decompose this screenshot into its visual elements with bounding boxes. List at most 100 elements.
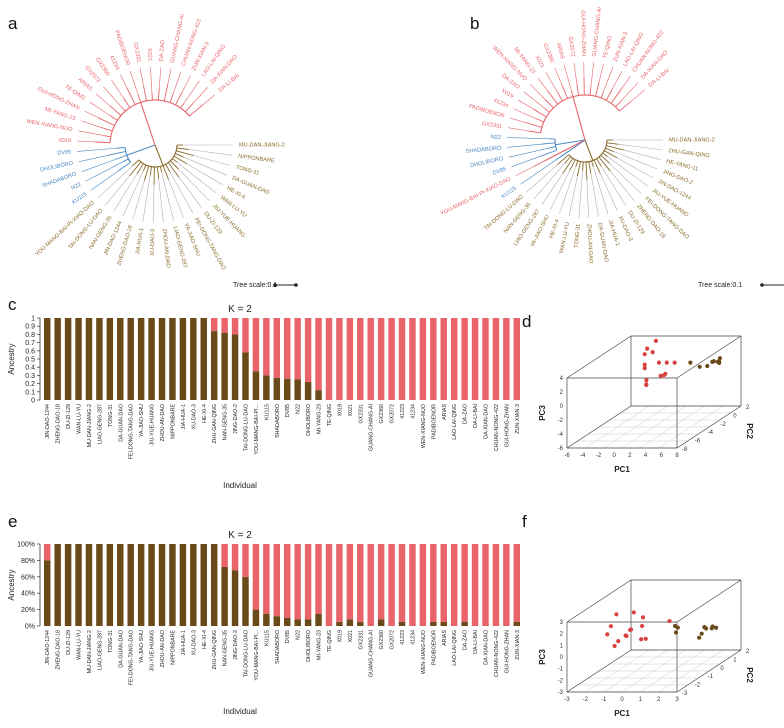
category-label: ZHENG-DAO-18 <box>56 404 62 443</box>
pca-point <box>673 630 679 635</box>
category-label: GX2360 <box>379 630 385 649</box>
ancestry-bar-segment <box>263 318 270 376</box>
tree-branch <box>604 150 618 159</box>
pca-point <box>642 362 647 367</box>
category-label: JIA-HUA-1 <box>181 404 187 429</box>
ancestry-bar-segment <box>284 378 291 400</box>
y-tick-label: 60% <box>21 574 35 581</box>
category-label: GUANG-CHANG-AI <box>369 404 375 451</box>
tree-leaf-line <box>193 87 208 104</box>
ancestry-bar-segment <box>179 318 187 400</box>
tree-leaf-line <box>78 154 109 163</box>
category-label: X019 <box>337 630 343 642</box>
ancestry-bar-segment <box>315 544 322 614</box>
tree-branch <box>129 161 142 177</box>
tree-leaf-line <box>602 67 614 93</box>
tree-leaf-line <box>621 82 639 101</box>
ancestry-bar-segment <box>200 318 207 400</box>
ancestry-bar-segment <box>252 609 260 626</box>
ancestry-bar-segment <box>284 318 291 379</box>
pc2-tick-label: -3 <box>682 691 688 697</box>
tree-branch <box>170 160 180 170</box>
y-tick-label: 100% <box>17 542 35 549</box>
category-label: ZHOU-AN-DAO <box>160 630 166 667</box>
tree-tip-label: ZHOU-AN-DAO <box>586 224 594 264</box>
tree-branch <box>546 146 556 150</box>
tree-leaf-line <box>178 176 202 208</box>
tree-branch <box>528 130 541 134</box>
tree-clade-arc <box>540 94 620 133</box>
category-label: TAI-DONG-LU-DAO <box>243 630 249 677</box>
pc1-tick-label: -6 <box>564 453 570 459</box>
tree-leaf-line <box>176 162 217 194</box>
chart-title: K = 2 <box>228 304 252 315</box>
pca-point <box>645 346 650 351</box>
tree-tip-label: GUI-HONG-ZHAN <box>579 10 586 56</box>
ancestry-bar-segment <box>357 621 364 626</box>
ancestry-bar-segment <box>75 318 82 400</box>
category-label: DA-LI-BAI <box>473 630 479 654</box>
tree-leaf-line <box>523 91 546 109</box>
tree-branch <box>535 117 544 123</box>
ancestry-bar-segment <box>137 318 145 400</box>
ancestry-bar-segment <box>106 318 114 400</box>
tree-leaf-line <box>113 173 138 212</box>
tree-leaf-line <box>526 164 558 193</box>
pca-point <box>667 618 672 624</box>
tree-tip-label: GX2331 <box>132 42 142 63</box>
tree-branch <box>143 86 147 101</box>
tree-stem <box>126 147 148 156</box>
tree-branch <box>175 91 183 106</box>
tree-branch <box>117 161 131 172</box>
tree-branch <box>595 81 600 97</box>
ancestry-bar-segment <box>263 613 270 626</box>
ancestry-bar-segment <box>242 318 249 353</box>
tree-tip-label: N22 <box>70 182 82 192</box>
pca-point <box>639 623 645 629</box>
tree-branch <box>159 166 163 173</box>
tree-branch <box>189 104 204 117</box>
tree-leaf-line <box>541 173 564 206</box>
category-label: XU-DAO-3 <box>191 404 197 429</box>
pc3-tick-label: -4 <box>558 432 564 438</box>
category-label: ARIAS <box>442 630 448 646</box>
tree-leaf-line <box>183 156 227 176</box>
tree-leaf-line <box>186 163 223 185</box>
tree-tip-label: 41234 <box>492 98 509 110</box>
pc3-tick-label: 2 <box>560 632 564 638</box>
category-label: TE-QING <box>327 404 333 426</box>
tree-scale-label-a: Tree scale:0.1 <box>233 282 277 289</box>
pc1-tick-label: -2 <box>583 697 589 703</box>
tree-tip-label: GX2360 <box>541 43 554 64</box>
pc3-tick-label: 0 <box>560 404 564 410</box>
category-label: JING-DAO-2 <box>233 404 239 434</box>
y-tick-label: 40% <box>21 591 35 598</box>
pc2-axis-label: PC2 <box>745 423 754 439</box>
tree-leaf-line <box>601 166 627 207</box>
pc2-tick-label: -6 <box>695 439 701 445</box>
category-label: ZUN-XIAN-3 <box>515 630 521 660</box>
tree-branch <box>149 166 152 176</box>
tree-branch <box>136 163 144 175</box>
tree-branch <box>156 166 160 179</box>
tree-leaf-line <box>178 169 210 202</box>
tree-leaf-line <box>563 64 572 91</box>
tree-branch <box>544 99 554 109</box>
pca-point <box>612 643 617 649</box>
tree-leaf-line <box>573 62 578 84</box>
tree-branch <box>591 160 594 167</box>
ancestry-bar-segment <box>304 544 312 620</box>
pc2-tick-label: 0 <box>720 666 724 672</box>
tree-leaf-line <box>598 64 604 82</box>
tree-branch <box>598 156 611 172</box>
ancestry-bar-segment <box>263 375 270 400</box>
y-axis-label: Ancestry <box>7 343 16 374</box>
pca-point <box>717 360 722 365</box>
ancestry-bar-segment <box>398 544 406 622</box>
tree-branch <box>588 161 592 174</box>
tree-branch <box>596 158 602 167</box>
tree-leaf-line <box>97 165 133 199</box>
tree-branch <box>606 145 624 151</box>
tree-branch <box>539 149 557 157</box>
tree-branch <box>109 114 118 121</box>
